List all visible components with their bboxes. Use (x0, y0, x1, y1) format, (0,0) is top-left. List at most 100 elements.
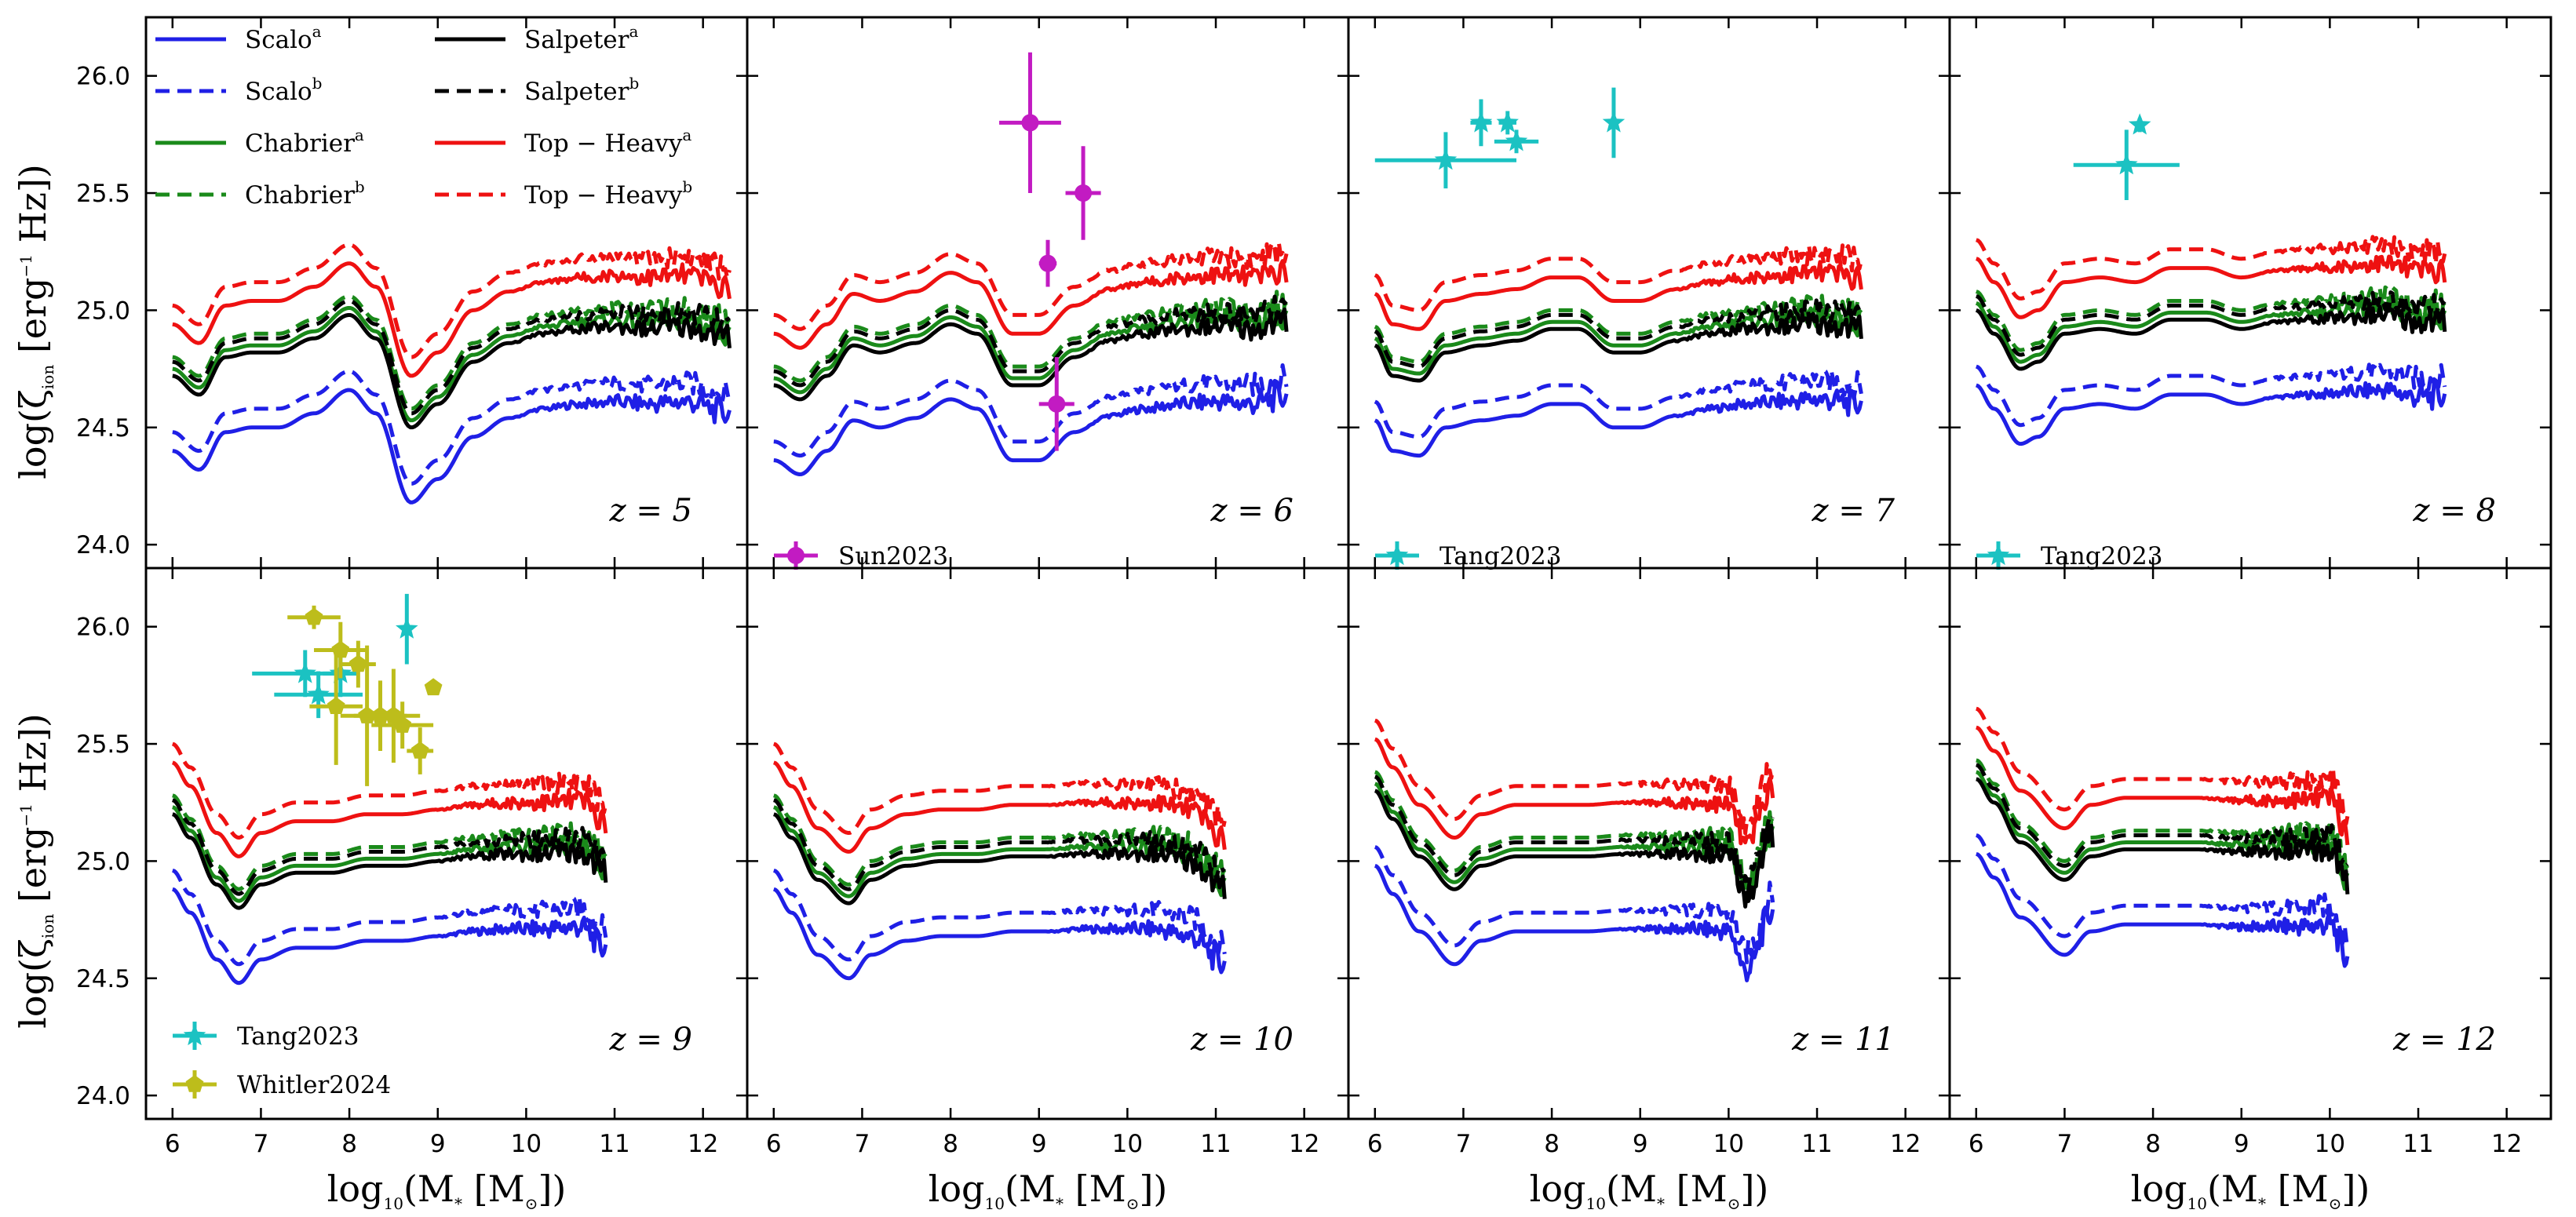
panel-2 (773, 52, 1289, 476)
curve-scalo-b (172, 868, 608, 967)
x-tick-label: 7 (855, 1130, 870, 1158)
data-point-sun2023 (1038, 357, 1075, 451)
legend-superscript: b (312, 74, 323, 93)
x-axis-label: log10(M* [M⊙]) (929, 1168, 1168, 1213)
x-tick-label: 7 (1456, 1130, 1472, 1158)
y-tick-label: 24.5 (76, 965, 130, 993)
panel-ticks-2 (747, 17, 1348, 568)
panel-ticks-6 (747, 568, 1348, 1119)
x-tick-label: 12 (2491, 1130, 2522, 1158)
y-tick-label: 24.0 (76, 531, 130, 559)
panel-legend-tang2023: Tang2023 (173, 1022, 359, 1051)
y-tick-label: 26.0 (76, 63, 130, 91)
legend-item-scalo-b: Scalob (155, 74, 322, 106)
x-tick-label: 6 (1968, 1130, 1984, 1158)
legend-name: Top − Heavy (524, 181, 683, 210)
panel-4 (1975, 113, 2447, 446)
curve-salpeter-b (172, 299, 732, 416)
data-point-tang2023 (396, 593, 418, 665)
panel-ticks-8 (1950, 568, 2551, 1119)
curve-scalo-b (773, 363, 1289, 458)
redshift-label: z = 7 (1812, 493, 1896, 529)
curve-salpeter-a (1374, 314, 1863, 383)
curve-scalo-b (1374, 368, 1863, 439)
x-tick-label: 12 (688, 1130, 718, 1158)
legend-item-topheavy-b: Top − Heavyb (435, 177, 692, 210)
curve-scalo-a (773, 887, 1227, 981)
redshift-label: z = 11 (1791, 1022, 1895, 1058)
pentagon-marker (410, 741, 429, 759)
curve-topheavy-a (773, 760, 1227, 854)
x-axis-label-part: ⊙ (2329, 1194, 2342, 1213)
curve-salpeter-b (1374, 298, 1863, 369)
redshift-label: z = 6 (1210, 493, 1293, 529)
data-point-whitler2024 (424, 678, 443, 696)
x-tick-label: 11 (1801, 1130, 1832, 1158)
x-axis-label-part: ⊙ (1728, 1194, 1741, 1213)
x-axis-label-part: * (1056, 1194, 1064, 1213)
legend-label: Whitler2024 (237, 1071, 391, 1099)
curve-topheavy-a (172, 261, 732, 378)
panel-8 (1976, 706, 2350, 968)
panel-frame-3 (1347, 16, 1951, 570)
star-marker (2128, 113, 2151, 135)
data-point-tang2023 (274, 671, 363, 719)
curve-salpeter-a (1975, 304, 2447, 371)
x-axis-label-part: ⊙ (1126, 1194, 1140, 1213)
curve-salpeter-a (172, 313, 732, 430)
data-point-whitler2024 (407, 727, 434, 774)
curve-chabrier-b (1975, 285, 2447, 352)
y-tick-label: 24.5 (76, 414, 130, 443)
panel-7 (1374, 718, 1775, 982)
legend-pentagon-marker (185, 1075, 204, 1092)
y-tick-label: 26.0 (76, 614, 130, 642)
x-tick-label: 10 (1713, 1130, 1744, 1158)
curve-topheavy-b (1374, 243, 1863, 312)
curve-topheavy-b (1374, 718, 1775, 836)
x-axis-label-part: (M (1606, 1168, 1657, 1210)
legend-label: Chabriera (245, 126, 364, 158)
x-tick-label: 9 (1031, 1130, 1047, 1158)
curve-salpeter-b (773, 798, 1227, 891)
legend-star-marker (183, 1024, 206, 1046)
curve-scalo-b (1374, 845, 1775, 964)
panel-3 (1374, 87, 1863, 458)
curve-scalo-a (1976, 851, 2350, 968)
x-tick-label: 8 (1544, 1130, 1560, 1158)
legend-item-scalo-a: Scaloa (155, 22, 322, 54)
legend-superscript: a (312, 22, 322, 41)
data-point-tang2023 (1602, 87, 1626, 159)
legend-item-salpeter-b: Salpeterb (435, 74, 639, 106)
pentagon-marker (305, 607, 323, 625)
x-axis-label-part: [M (2266, 1168, 2329, 1210)
x-tick-label: 6 (766, 1130, 782, 1158)
main-legend: ScaloaScalobChabrieraChabrierbSalpeteraS… (155, 22, 692, 210)
circle-marker (1048, 395, 1066, 413)
x-axis-label-part: (M (2207, 1168, 2258, 1210)
curve-salpeter-a (773, 812, 1227, 905)
circle-marker (1021, 114, 1039, 132)
legend-name: Salpeter (524, 26, 629, 54)
star-marker (1469, 111, 1493, 133)
legend-circle-marker (787, 547, 805, 564)
legend-label: Scaloa (245, 22, 322, 54)
redshift-label: z = 12 (2392, 1022, 2496, 1058)
curve-scalo-a (1374, 864, 1775, 982)
redshift-label: z = 5 (609, 493, 692, 529)
curve-salpeter-b (1374, 774, 1775, 893)
x-tick-label: 7 (254, 1130, 269, 1158)
curve-scalo-a (773, 384, 1289, 476)
x-axis-label-part: [M (1665, 1168, 1728, 1210)
data-point-sun2023 (1038, 239, 1057, 287)
legend-label: Scalob (245, 74, 322, 106)
star-marker (1602, 111, 1626, 133)
legend-superscript: b (629, 74, 639, 93)
panel-legend-tang2023: Tang2023 (1976, 541, 2162, 570)
panel-5 (172, 593, 608, 986)
x-axis-label-part: * (1657, 1194, 1665, 1213)
star-marker (294, 661, 316, 683)
panels: 24.0 24.5 25.0 25.5 26.0 z = 5 z = 6 Sun2023 z =… (76, 16, 2552, 1213)
legend-label: Tang2023 (2041, 542, 2162, 570)
curve-scalo-a (1374, 388, 1863, 458)
